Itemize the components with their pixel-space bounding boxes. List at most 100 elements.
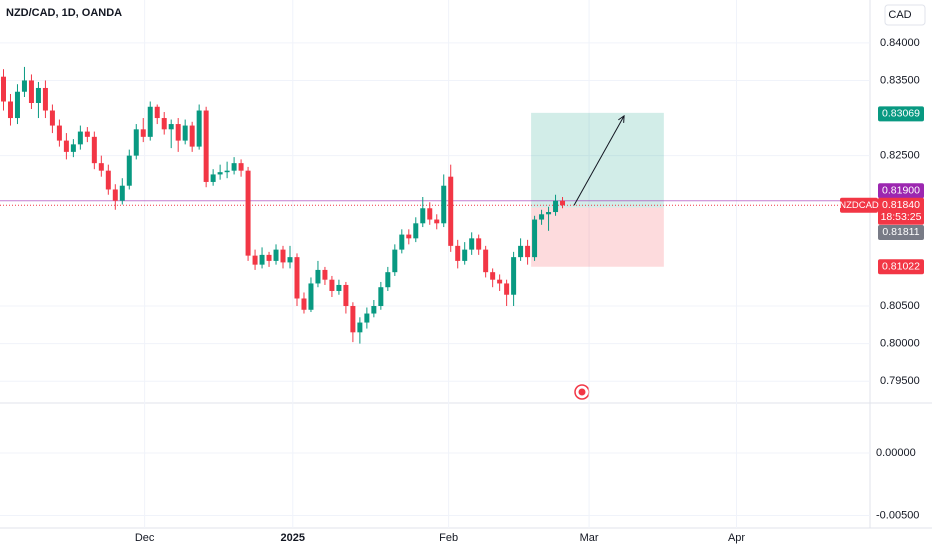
candle bbox=[182, 119, 188, 145]
candle-body bbox=[357, 322, 363, 333]
target-label: 0.83069 bbox=[882, 108, 920, 120]
candle bbox=[476, 234, 482, 255]
candle bbox=[294, 253, 300, 307]
candle bbox=[77, 125, 83, 150]
candle bbox=[385, 266, 391, 291]
candle-body bbox=[161, 118, 167, 130]
candle-body bbox=[98, 163, 104, 171]
event-icon[interactable] bbox=[574, 384, 590, 400]
candle-body bbox=[448, 176, 454, 246]
candle bbox=[126, 149, 132, 190]
candle-body bbox=[371, 306, 377, 314]
candle bbox=[448, 164, 454, 252]
candle bbox=[308, 277, 314, 313]
event-icon-dot[interactable] bbox=[578, 388, 586, 396]
candle bbox=[70, 139, 76, 158]
currency[interactable]: CAD bbox=[888, 9, 911, 21]
candle bbox=[28, 74, 34, 110]
candle bbox=[84, 127, 90, 143]
stop-label: 0.81022 bbox=[882, 261, 920, 273]
candle bbox=[196, 104, 202, 150]
candle-body bbox=[455, 245, 461, 261]
candle bbox=[105, 164, 111, 195]
candle bbox=[455, 239, 461, 269]
candle bbox=[154, 104, 160, 125]
candle-body bbox=[84, 131, 90, 137]
candle-body bbox=[273, 249, 279, 261]
candle-body bbox=[168, 124, 174, 130]
last-price-label: 18:53:25 bbox=[881, 211, 922, 223]
candle-body bbox=[231, 163, 237, 171]
candle bbox=[357, 317, 363, 344]
candle bbox=[140, 118, 146, 143]
candle bbox=[546, 206, 552, 231]
candle-body bbox=[329, 279, 335, 291]
candle-body bbox=[105, 170, 111, 190]
candle-body bbox=[91, 136, 97, 164]
candle bbox=[504, 279, 510, 307]
candle bbox=[203, 106, 209, 188]
alert-label-box bbox=[878, 183, 924, 199]
candle bbox=[252, 249, 258, 270]
candle-body bbox=[147, 106, 153, 137]
candle bbox=[49, 104, 55, 134]
candle bbox=[511, 251, 517, 307]
candle bbox=[343, 281, 349, 314]
entry-label-box bbox=[878, 224, 924, 240]
candle-body bbox=[315, 269, 321, 284]
target-label-box bbox=[878, 106, 924, 122]
candle-body bbox=[182, 125, 188, 141]
candle-body bbox=[287, 257, 293, 263]
x-tick-label: Apr bbox=[728, 532, 745, 544]
candle-body bbox=[133, 129, 139, 156]
candle bbox=[427, 202, 433, 225]
candle bbox=[112, 184, 118, 210]
chart-title: NZD/CAD, 1D, OANDA bbox=[6, 7, 122, 19]
candle bbox=[462, 242, 468, 265]
x-tick-label: Dec bbox=[135, 532, 155, 544]
candle-body bbox=[49, 110, 55, 126]
candle-body bbox=[203, 110, 209, 182]
candle bbox=[161, 112, 167, 135]
candle-body bbox=[189, 125, 195, 147]
candle-body bbox=[77, 131, 83, 145]
y-tick-label: 0.00000 bbox=[876, 447, 916, 459]
stop-label-box bbox=[878, 259, 924, 275]
candle-body bbox=[308, 283, 314, 310]
candle-body bbox=[490, 272, 496, 280]
candle-body bbox=[364, 313, 370, 323]
candle-body bbox=[350, 306, 356, 333]
candle-body bbox=[224, 170, 230, 173]
arrow-head bbox=[618, 114, 625, 123]
y-tick-label: -0.00500 bbox=[876, 509, 919, 521]
candle-body bbox=[7, 101, 13, 119]
candle bbox=[553, 194, 559, 216]
candle bbox=[133, 124, 139, 160]
candle bbox=[259, 247, 265, 269]
candle-body bbox=[119, 185, 125, 201]
candle bbox=[518, 238, 524, 261]
candle bbox=[56, 119, 62, 147]
symbol-label-box bbox=[840, 197, 878, 213]
candle-body bbox=[42, 87, 48, 111]
candle bbox=[35, 81, 41, 119]
candle-body bbox=[112, 189, 118, 201]
candle bbox=[378, 281, 384, 310]
candle-body bbox=[238, 163, 244, 171]
symbol-label: NZDCAD bbox=[839, 200, 879, 211]
candle-body bbox=[294, 257, 300, 299]
candle bbox=[392, 244, 398, 276]
y-tick-label: 0.80000 bbox=[880, 338, 920, 350]
currency-button[interactable] bbox=[884, 4, 926, 26]
candle-body bbox=[0, 76, 6, 102]
candle-body bbox=[539, 214, 545, 220]
candle-body bbox=[427, 208, 433, 220]
candle-body bbox=[63, 140, 69, 152]
candle-body bbox=[217, 172, 223, 175]
candle-body bbox=[553, 200, 559, 213]
candle-body bbox=[399, 234, 405, 250]
profit-zone bbox=[531, 112, 664, 208]
candle-body bbox=[266, 254, 272, 261]
candle bbox=[266, 251, 272, 267]
candle-body bbox=[560, 200, 566, 206]
